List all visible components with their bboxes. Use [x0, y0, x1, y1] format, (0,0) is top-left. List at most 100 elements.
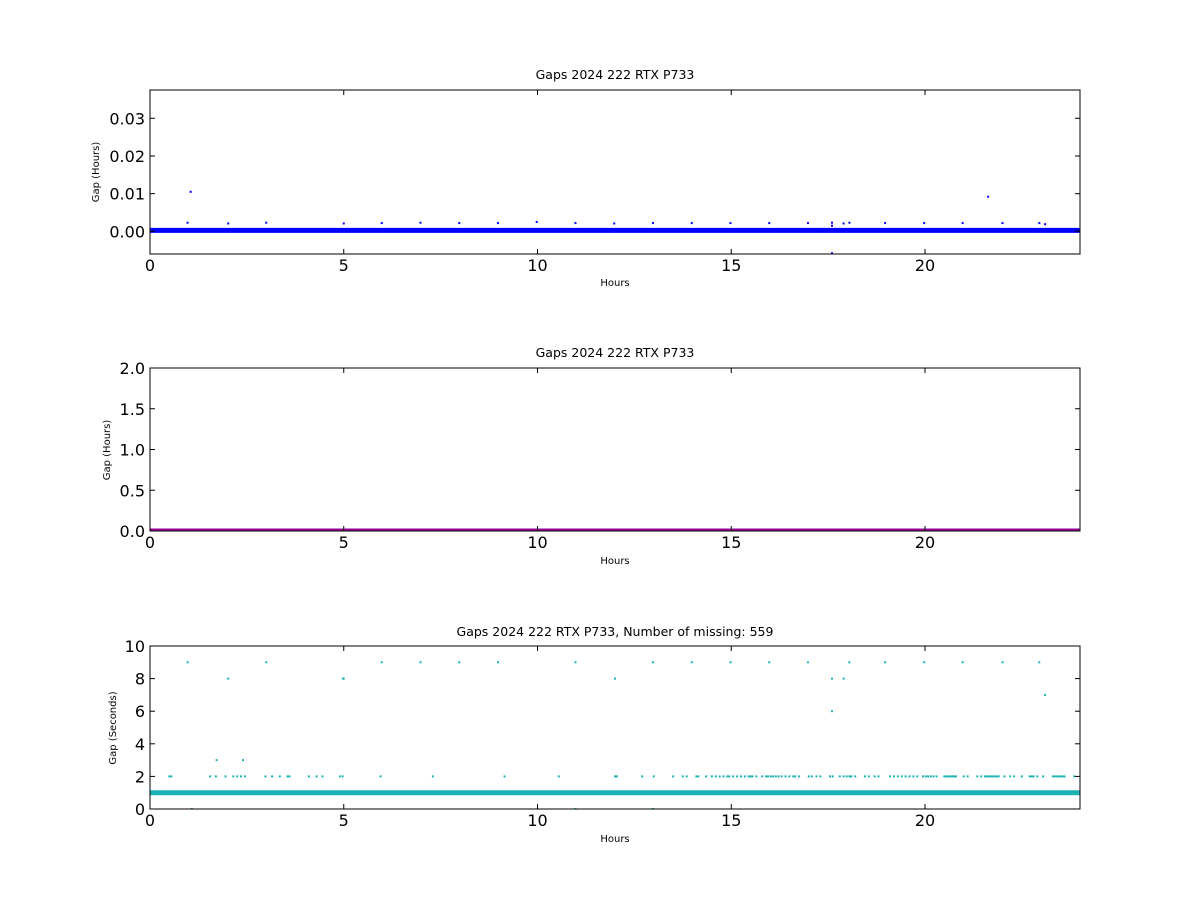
data-point	[186, 661, 189, 664]
data-point	[961, 661, 964, 664]
data-point	[726, 775, 729, 778]
data-point	[995, 775, 998, 778]
y-tick-label: 2.0	[120, 359, 145, 378]
data-point	[774, 775, 777, 778]
data-point	[315, 775, 318, 778]
data-point	[1061, 775, 1064, 778]
data-point	[714, 775, 717, 778]
data-point	[904, 775, 907, 778]
subplot-3-xlabel: Hours	[600, 834, 629, 845]
data-point	[227, 677, 230, 680]
data-point	[1032, 775, 1035, 778]
data-point	[850, 775, 853, 778]
data-point	[768, 661, 771, 664]
data-point	[685, 775, 688, 778]
data-point	[1030, 775, 1033, 778]
y-tick-label: 1.0	[120, 441, 145, 460]
data-point	[341, 775, 344, 778]
subplot-3-title: Gaps 2024 222 RTX P733, Number of missin…	[457, 624, 774, 639]
data-point	[877, 775, 880, 778]
data-point	[690, 661, 693, 664]
x-tick-label: 0	[145, 811, 155, 830]
data-point	[987, 195, 990, 198]
plot-area	[150, 661, 1080, 809]
y-tick-label: 2	[135, 767, 145, 786]
data-point	[271, 775, 274, 778]
data-point	[232, 775, 235, 778]
data-point	[951, 775, 954, 778]
data-point	[243, 775, 246, 778]
y-tick-label: 8	[135, 670, 145, 689]
data-point	[1055, 775, 1058, 778]
data-point	[815, 775, 818, 778]
data-point	[227, 222, 230, 225]
data-point	[945, 775, 948, 778]
data-point	[557, 775, 560, 778]
data-point	[819, 775, 822, 778]
data-point	[923, 222, 926, 225]
data-point	[806, 222, 809, 225]
data-point	[749, 775, 752, 778]
data-point	[935, 775, 938, 778]
data-point	[924, 775, 927, 778]
data-point	[718, 775, 721, 778]
data-point	[722, 775, 725, 778]
x-tick-label: 20	[915, 811, 935, 830]
data-point	[922, 775, 925, 778]
data-point	[240, 775, 243, 778]
data-point	[953, 775, 956, 778]
data-point	[976, 775, 979, 778]
data-point	[842, 677, 845, 680]
data-point	[1009, 775, 1012, 778]
data-point	[574, 222, 577, 225]
data-point	[806, 661, 809, 664]
data-point	[838, 775, 841, 778]
x-tick-label: 15	[721, 533, 741, 552]
data-point	[186, 221, 189, 224]
data-point	[288, 775, 291, 778]
data-point	[900, 775, 903, 778]
data-point	[651, 222, 654, 225]
data-point	[615, 775, 618, 778]
data-point	[214, 775, 217, 778]
data-point	[613, 222, 616, 225]
data-point	[873, 775, 876, 778]
data-point	[831, 252, 833, 254]
data-point	[743, 775, 746, 778]
data-point	[380, 222, 383, 225]
data-point	[380, 661, 383, 664]
data-point	[831, 775, 834, 778]
data-point	[168, 775, 171, 778]
data-point	[798, 775, 801, 778]
data-point	[496, 222, 499, 225]
data-point	[1003, 775, 1006, 778]
data-point	[893, 775, 895, 778]
data-point	[831, 221, 833, 224]
plot-area	[150, 190, 1080, 254]
data-point	[209, 775, 212, 778]
x-tick-label: 15	[721, 811, 741, 830]
data-point	[769, 775, 772, 778]
data-point	[867, 775, 870, 778]
data-point	[739, 775, 742, 778]
data-point	[923, 661, 926, 664]
data-point	[690, 222, 693, 225]
data-point	[1042, 775, 1045, 778]
data-point	[927, 775, 930, 778]
data-point	[695, 775, 698, 778]
data-point	[419, 221, 422, 224]
data-point	[1028, 775, 1031, 778]
data-point	[1059, 775, 1062, 778]
data-point	[170, 775, 173, 778]
data-point	[710, 775, 713, 778]
data-point	[916, 775, 919, 778]
data-point	[286, 775, 289, 778]
data-point	[831, 710, 833, 713]
data-point	[986, 775, 988, 778]
y-tick-label: 10	[125, 637, 145, 656]
data-point	[458, 222, 461, 225]
data-point	[215, 759, 218, 762]
x-tick-label: 10	[527, 533, 547, 552]
data-point	[419, 661, 422, 664]
